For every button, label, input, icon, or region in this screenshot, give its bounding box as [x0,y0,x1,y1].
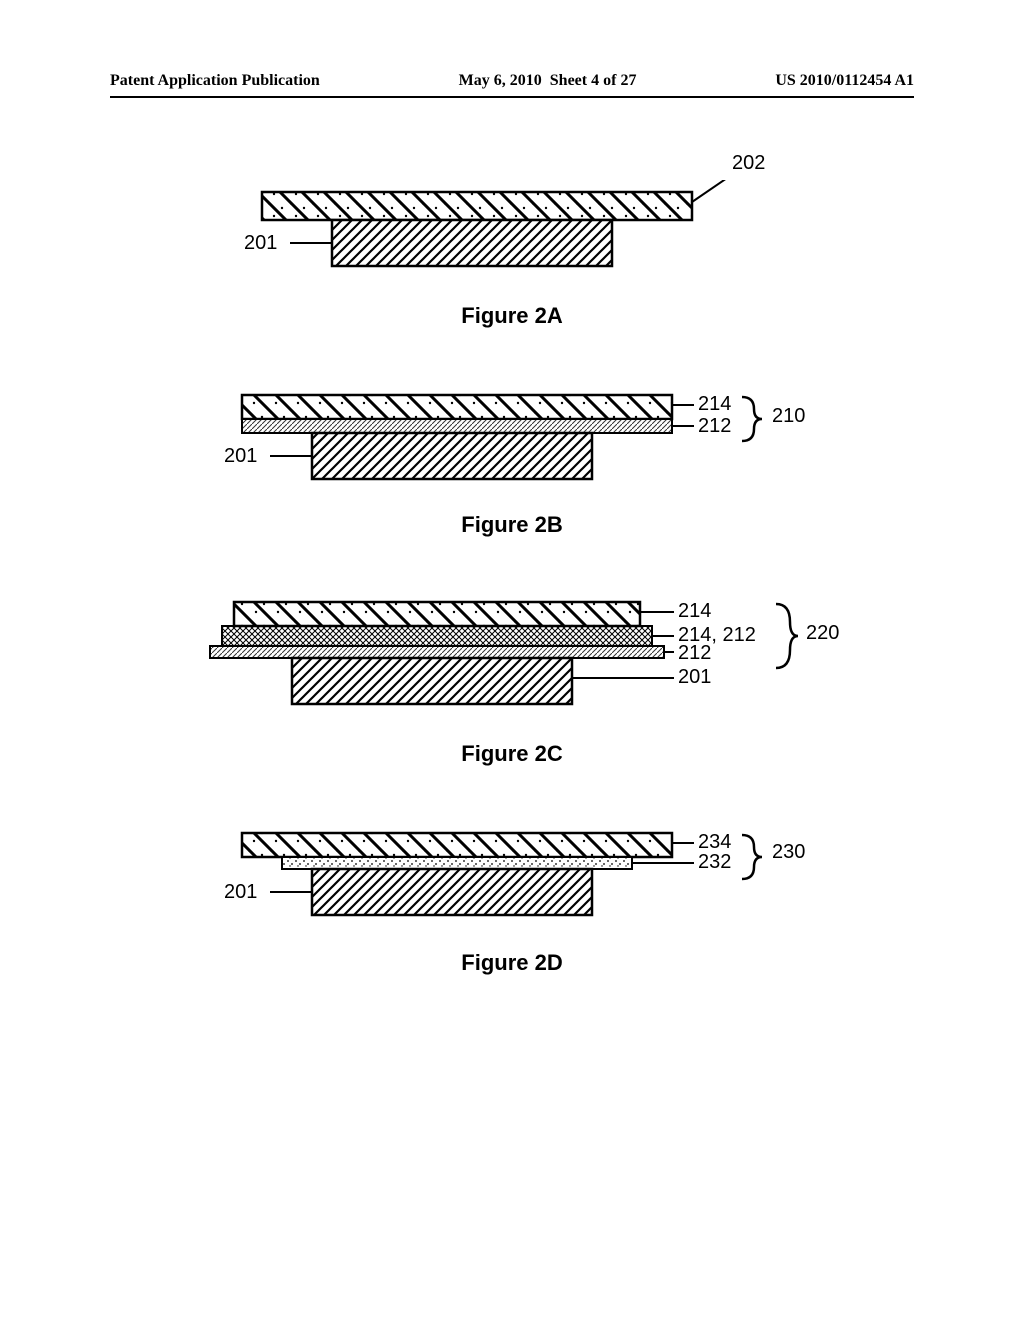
label-201: 201 [244,232,277,255]
caption-2b: Figure 2B [0,512,1024,538]
figure-2b-svg [182,389,842,489]
figure-2c-svg [162,598,862,718]
label-202: 202 [732,152,765,175]
label-230-d: 230 [772,841,805,864]
figures-container: 201 202 Figure 2A 201 214 212 [0,180,1024,1036]
figure-2c: 214 214, 212 212 201 220 Figure 2C [0,598,1024,767]
header-center: May 6, 2010 Sheet 4 of 27 [459,72,637,90]
caption-2d: Figure 2D [0,950,1024,976]
label-214-b: 214 [698,393,731,416]
label-201-d: 201 [224,881,257,904]
caption-2a: Figure 2A [0,303,1024,329]
label-210-b: 210 [772,405,805,428]
figure-2d-svg [182,827,842,927]
header-left: Patent Application Publication [110,72,320,90]
figure-2a: 201 202 Figure 2A [0,180,1024,329]
label-212-c: 212 [678,642,711,665]
label-201-c: 201 [678,666,711,689]
figure-2a-svg [202,180,822,280]
header-rule [110,96,914,98]
label-214-c: 214 [678,600,711,623]
page-header: Patent Application Publication May 6, 20… [110,72,914,90]
label-232-d: 232 [698,851,731,874]
header-right: US 2010/0112454 A1 [775,72,914,90]
label-212-b: 212 [698,415,731,438]
label-201-b: 201 [224,445,257,468]
caption-2c: Figure 2C [0,741,1024,767]
figure-2d: 201 234 232 230 Figure 2D [0,827,1024,976]
figure-2b: 201 214 212 210 Figure 2B [0,389,1024,538]
label-220-c: 220 [806,622,839,645]
